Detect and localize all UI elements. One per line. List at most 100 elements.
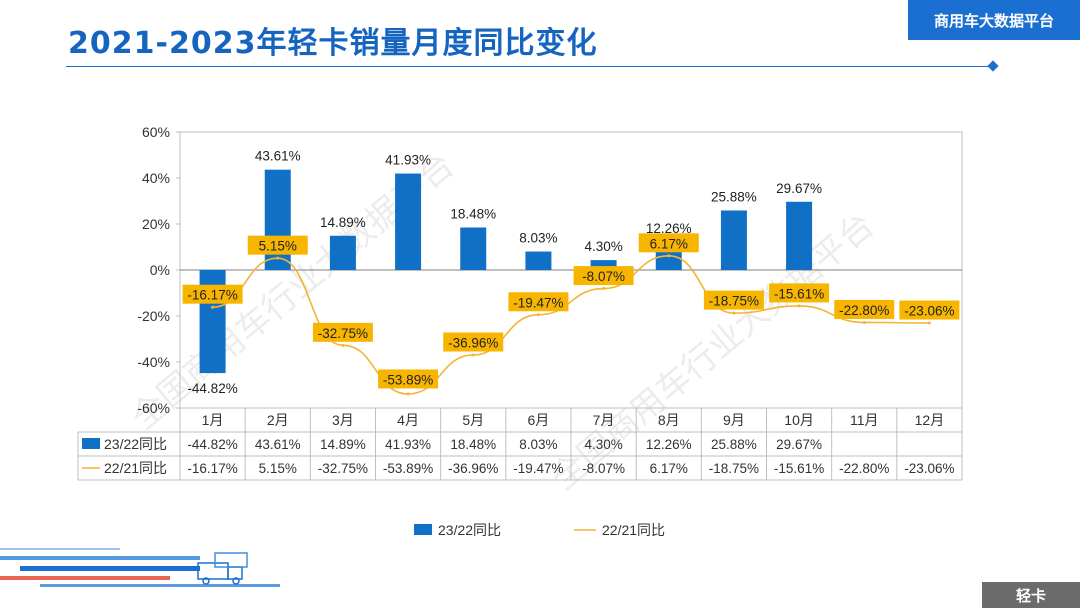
line-data-label: -53.89%	[383, 372, 433, 387]
y-tick-label: 0%	[150, 262, 170, 278]
table-cell: -16.17%	[187, 461, 237, 476]
line-data-label: -18.75%	[709, 294, 759, 309]
table-cell: 6.17%	[650, 461, 688, 476]
bar-23-22	[720, 210, 747, 270]
x-category-label: 10月	[784, 412, 814, 428]
line-label-box	[312, 322, 373, 342]
bar-data-label: -44.82%	[187, 381, 237, 396]
x-category-label: 8月	[658, 412, 680, 428]
x-category-label: 12月	[915, 412, 945, 428]
y-tick-label: -60%	[137, 400, 170, 416]
bar-23-22	[395, 173, 422, 270]
line-label-box	[182, 284, 243, 304]
bar-23-22	[264, 169, 291, 270]
table-cell: 25.88%	[711, 437, 757, 452]
legend-key-bar	[414, 524, 432, 535]
line-label-box	[443, 332, 504, 352]
line-data-label: -15.61%	[774, 286, 824, 301]
x-category-label: 1月	[202, 412, 224, 428]
table-cell: 4.30%	[584, 437, 622, 452]
bar-23-22	[786, 201, 813, 270]
table-cell: 8.03%	[519, 437, 557, 452]
line-point-22-21	[797, 304, 801, 308]
y-tick-label: -20%	[137, 308, 170, 324]
x-category-label: 5月	[462, 412, 484, 428]
y-tick-label: 20%	[142, 216, 170, 232]
table-cell: -53.89%	[383, 461, 433, 476]
table-cell: 12.26%	[646, 437, 692, 452]
line-point-22-21	[211, 305, 215, 309]
table-cell: 5.15%	[259, 461, 297, 476]
line-point-22-21	[667, 254, 671, 258]
bar-data-label: 41.93%	[385, 153, 431, 168]
y-tick-label: -40%	[137, 354, 170, 370]
table-row-header: 23/22同比	[104, 436, 167, 452]
line-data-label: -22.80%	[839, 303, 889, 318]
bar-data-label: 12.26%	[646, 221, 692, 236]
table-cell: 41.93%	[385, 437, 431, 452]
line-label-box	[703, 290, 764, 310]
brand-badge: 商用车大数据平台	[908, 0, 1080, 40]
bar-23-22	[590, 260, 617, 270]
bar-data-label: 14.89%	[320, 215, 366, 230]
x-category-label: 9月	[723, 412, 745, 428]
line-point-22-21	[341, 343, 345, 347]
bar-23-22	[525, 251, 552, 270]
table-cell: -36.96%	[448, 461, 498, 476]
line-data-label: -8.07%	[582, 269, 625, 284]
line-data-label: -32.75%	[318, 326, 368, 341]
line-point-22-21	[471, 353, 475, 357]
bar-data-label: 43.61%	[255, 149, 301, 164]
legend-label: 22/21同比	[602, 522, 665, 538]
bar-data-label: 29.67%	[776, 181, 822, 196]
table-cell: -18.75%	[709, 461, 759, 476]
bar-data-label: 18.48%	[450, 206, 496, 221]
line-data-label: -36.96%	[448, 336, 498, 351]
x-category-label: 11月	[850, 412, 879, 428]
legend-label: 23/22同比	[438, 522, 501, 538]
line-label-box	[899, 300, 960, 320]
table-cell: 18.48%	[450, 437, 496, 452]
bar-data-label: 8.03%	[519, 231, 557, 246]
table-cell: 43.61%	[255, 437, 301, 452]
line-point-22-21	[536, 313, 540, 317]
table-cell: -23.06%	[904, 461, 954, 476]
line-label-box	[769, 283, 830, 303]
table-cell: -15.61%	[774, 461, 824, 476]
title-divider	[66, 66, 994, 67]
line-label-box	[834, 299, 895, 319]
line-data-label: -19.47%	[513, 295, 563, 310]
table-cell: -22.80%	[839, 461, 889, 476]
truck-decoration-icon	[0, 548, 280, 587]
line-point-22-21	[732, 311, 736, 315]
table-cell: -8.07%	[582, 461, 625, 476]
bar-data-label: 25.88%	[711, 189, 757, 204]
line-point-22-21	[602, 287, 606, 291]
line-label-box	[573, 266, 634, 286]
table-cell: -19.47%	[513, 461, 563, 476]
line-data-label: -16.17%	[187, 288, 237, 303]
table-legend-key-bar	[82, 438, 100, 449]
y-tick-label: 40%	[142, 170, 170, 186]
line-data-label: 6.17%	[650, 236, 688, 251]
x-category-label: 4月	[397, 412, 419, 428]
line-point-22-21	[927, 321, 931, 325]
line-data-label: 5.15%	[259, 239, 297, 254]
page-title: 2021-2023年轻卡销量月度同比变化	[68, 26, 598, 61]
table-cell: 29.67%	[776, 437, 822, 452]
line-label-box	[638, 233, 699, 253]
line-point-22-21	[276, 256, 280, 260]
line-point-22-21	[862, 320, 866, 324]
line-data-label: -23.06%	[904, 304, 954, 319]
table-cell: -32.75%	[318, 461, 368, 476]
x-category-label: 6月	[528, 412, 550, 428]
line-label-box	[378, 369, 439, 389]
bar-23-22	[460, 227, 487, 270]
table-cell: 14.89%	[320, 437, 366, 452]
table-row-header: 22/21同比	[104, 460, 167, 476]
x-category-label: 7月	[593, 412, 615, 428]
x-category-label: 3月	[332, 412, 354, 428]
bar-23-22	[329, 235, 356, 270]
table-cell: -44.82%	[187, 437, 237, 452]
